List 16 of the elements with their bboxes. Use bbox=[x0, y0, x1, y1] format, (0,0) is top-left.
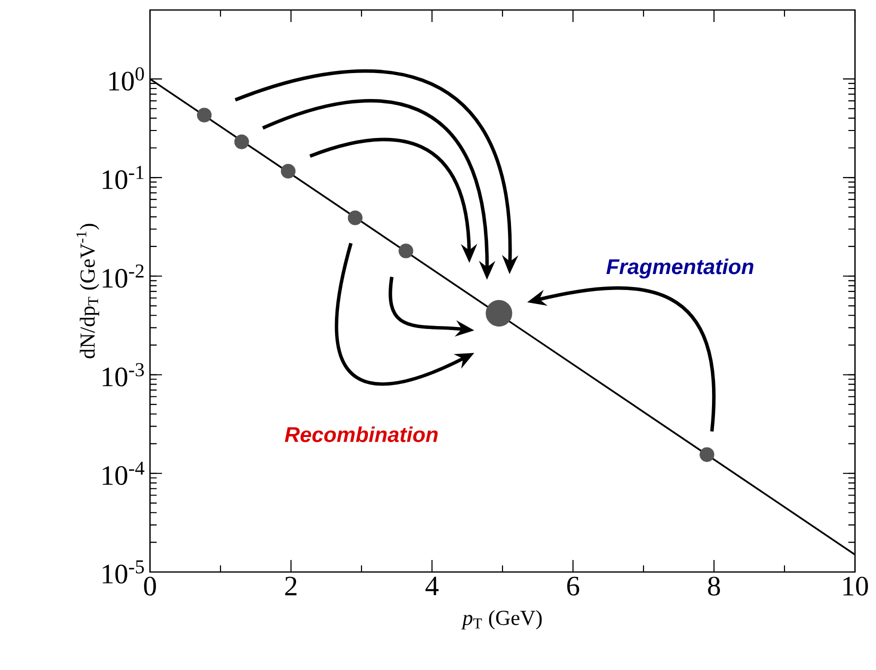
x-tick-label: 2 bbox=[285, 576, 296, 596]
annotation: Fragmentation bbox=[606, 258, 754, 278]
x-axis-title: p$_{T}$ (GeV) bbox=[461, 610, 542, 630]
x-tick-label: 4 bbox=[426, 576, 439, 596]
x-tick-label: 10 bbox=[843, 576, 868, 596]
x-tick-label: 6 bbox=[567, 576, 580, 596]
y-tick-label: 10$^{0}$ bbox=[109, 67, 144, 91]
x-tick-label: 8 bbox=[708, 576, 720, 596]
y-axis-title: dN/dp$_{T}$ (GeV$^{-1}$) bbox=[76, 224, 100, 358]
y-tick-label: 10$^{-3}$ bbox=[102, 363, 144, 386]
y-tick-label: 10$^{-5}$ bbox=[102, 560, 144, 584]
annotation: Recombination bbox=[284, 426, 438, 442]
y-tick-label: 10$^{-1}$ bbox=[102, 166, 144, 190]
y-tick-label: 10$^{-2}$ bbox=[102, 264, 144, 288]
x-tick-label: 0 bbox=[144, 576, 156, 596]
y-tick-label: 10$^{-4}$ bbox=[102, 462, 144, 485]
